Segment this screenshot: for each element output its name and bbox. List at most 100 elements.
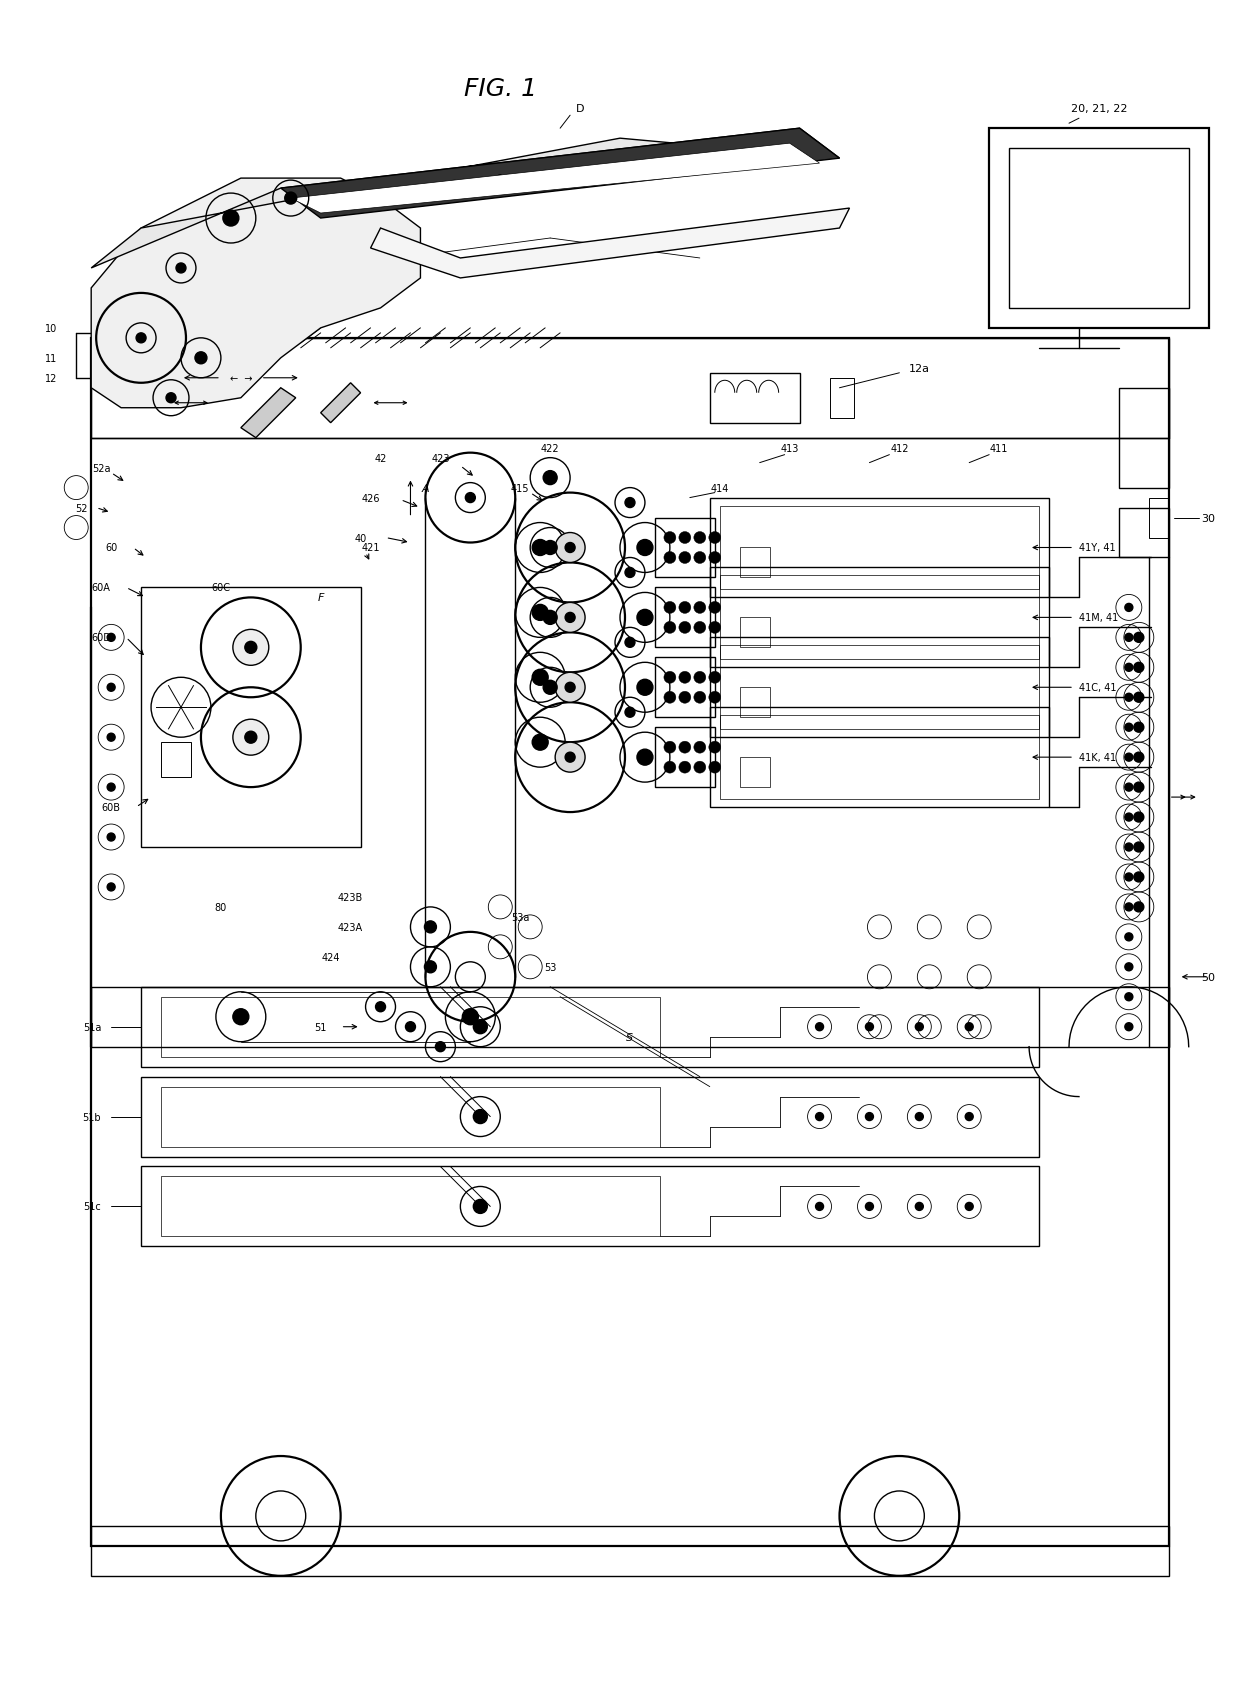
Text: 411: 411 (990, 444, 1008, 454)
Text: 60A: 60A (92, 584, 110, 592)
Bar (655, 589, 714, 649)
Circle shape (285, 193, 296, 205)
Circle shape (637, 609, 653, 626)
Circle shape (435, 1041, 445, 1052)
Text: 12a: 12a (909, 364, 930, 374)
Text: 414: 414 (711, 483, 729, 493)
Text: 423B: 423B (339, 893, 363, 903)
Circle shape (694, 761, 706, 773)
Circle shape (678, 533, 691, 545)
Bar (161, 1176, 660, 1236)
Text: 60B: 60B (102, 802, 120, 813)
Circle shape (107, 884, 115, 891)
Circle shape (625, 708, 635, 719)
Text: 423: 423 (432, 454, 450, 463)
Text: 424: 424 (321, 953, 340, 963)
Circle shape (223, 212, 239, 227)
Polygon shape (280, 130, 839, 218)
Circle shape (1125, 993, 1133, 1002)
Circle shape (694, 673, 706, 685)
Circle shape (532, 734, 548, 751)
Text: 80: 80 (215, 903, 227, 912)
Bar (1009, 149, 1189, 309)
Circle shape (816, 1022, 823, 1031)
Circle shape (965, 1203, 973, 1210)
Text: 53a: 53a (511, 912, 529, 922)
Circle shape (195, 353, 207, 365)
Circle shape (405, 1022, 415, 1033)
Circle shape (474, 1110, 487, 1123)
Polygon shape (290, 143, 820, 213)
Bar (141, 987, 1039, 1067)
Circle shape (107, 633, 115, 642)
Circle shape (543, 611, 557, 625)
Circle shape (709, 533, 720, 545)
Circle shape (694, 621, 706, 633)
Text: 421: 421 (361, 543, 379, 553)
Circle shape (1133, 722, 1143, 732)
Polygon shape (241, 389, 295, 439)
Circle shape (244, 732, 257, 744)
Bar (1148, 498, 1169, 538)
Polygon shape (92, 179, 420, 408)
Circle shape (556, 743, 585, 773)
Circle shape (556, 603, 585, 633)
Circle shape (463, 1009, 479, 1026)
Circle shape (107, 685, 115, 691)
Text: 42: 42 (374, 454, 387, 463)
Bar (709, 374, 800, 423)
Bar (655, 727, 714, 787)
Circle shape (678, 621, 691, 633)
Circle shape (1133, 843, 1143, 852)
Text: 412: 412 (890, 444, 909, 454)
Circle shape (637, 539, 653, 556)
Circle shape (663, 673, 676, 685)
Text: 413: 413 (780, 444, 799, 454)
Bar (740, 758, 770, 787)
Bar (709, 498, 1049, 597)
Circle shape (678, 673, 691, 685)
Circle shape (1125, 693, 1133, 702)
Circle shape (1133, 633, 1143, 644)
Text: 422: 422 (541, 444, 559, 454)
Polygon shape (321, 384, 361, 423)
Circle shape (1133, 872, 1143, 883)
Circle shape (556, 533, 585, 563)
Circle shape (678, 761, 691, 773)
Circle shape (625, 568, 635, 579)
Text: 30: 30 (1202, 514, 1215, 524)
Circle shape (678, 743, 691, 754)
Circle shape (663, 551, 676, 563)
Text: 41C, 41: 41C, 41 (1079, 683, 1116, 693)
Circle shape (1125, 604, 1133, 613)
Circle shape (625, 498, 635, 509)
Circle shape (465, 493, 475, 504)
Text: 12: 12 (45, 374, 57, 384)
Circle shape (136, 333, 146, 343)
Bar (92, 1526, 1169, 1576)
Text: D: D (575, 104, 584, 114)
Circle shape (709, 761, 720, 773)
Circle shape (1133, 903, 1143, 912)
Circle shape (709, 603, 720, 615)
Text: F: F (317, 592, 324, 603)
Circle shape (678, 603, 691, 615)
Text: S: S (626, 1033, 634, 1041)
Circle shape (1125, 784, 1133, 792)
Circle shape (107, 833, 115, 842)
Circle shape (166, 394, 176, 403)
Bar (1118, 389, 1169, 488)
Text: 60D: 60D (92, 633, 112, 644)
Circle shape (1125, 963, 1133, 971)
Circle shape (543, 471, 557, 485)
Bar (141, 1077, 1039, 1157)
Circle shape (474, 1200, 487, 1214)
Circle shape (233, 720, 269, 756)
Circle shape (107, 734, 115, 743)
Circle shape (474, 1021, 487, 1034)
Circle shape (1125, 814, 1133, 821)
Circle shape (565, 613, 575, 623)
Circle shape (233, 630, 269, 666)
Circle shape (543, 681, 557, 695)
Text: 53: 53 (544, 963, 557, 973)
